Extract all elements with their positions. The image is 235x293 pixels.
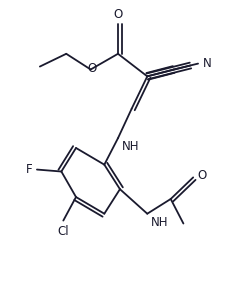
- Text: F: F: [25, 163, 32, 176]
- Text: Cl: Cl: [58, 226, 69, 239]
- Text: N: N: [203, 57, 212, 70]
- Text: NH: NH: [151, 216, 169, 229]
- Text: O: O: [113, 8, 123, 21]
- Text: NH: NH: [122, 140, 139, 153]
- Text: O: O: [87, 62, 96, 75]
- Text: O: O: [197, 169, 206, 182]
